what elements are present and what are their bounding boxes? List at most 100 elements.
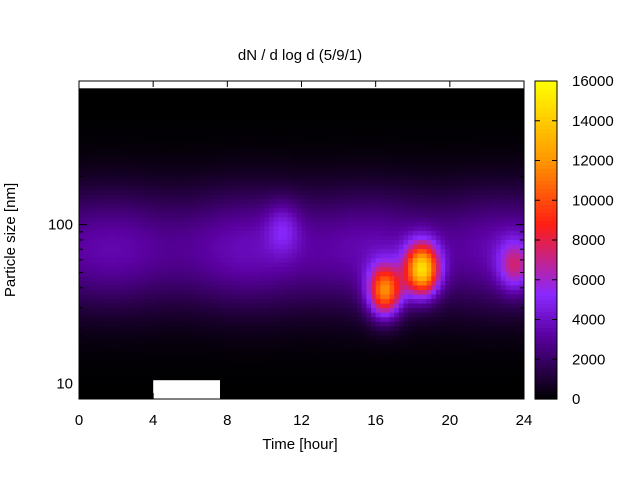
heatmap-cell xyxy=(329,212,335,218)
heatmap-cell xyxy=(343,130,349,137)
heatmap-cell xyxy=(180,362,187,368)
heatmap-cell xyxy=(134,108,140,114)
heatmap-cell xyxy=(398,358,405,364)
heatmap-cell xyxy=(194,167,201,173)
heatmap-cell xyxy=(97,112,103,118)
heatmap-cell xyxy=(180,140,187,146)
heatmap-cell xyxy=(329,258,335,264)
heatmap-cell xyxy=(88,240,94,246)
heatmap-cell xyxy=(194,226,201,232)
heatmap-cell xyxy=(134,226,140,232)
heatmap-cell xyxy=(125,162,131,168)
heatmap-cell xyxy=(185,258,191,264)
heatmap-cell xyxy=(282,289,289,296)
heatmap-cell xyxy=(157,117,164,123)
heatmap-cell xyxy=(83,176,89,182)
heatmap-cell xyxy=(185,353,191,359)
heatmap-cell xyxy=(111,339,117,346)
heatmap-cell xyxy=(120,185,126,191)
heatmap-cell xyxy=(403,249,409,255)
heatmap-cell xyxy=(116,326,122,332)
heatmap-cell xyxy=(148,376,154,382)
heatmap-cell xyxy=(255,121,261,128)
heatmap-cell xyxy=(361,339,367,346)
heatmap-cell xyxy=(218,158,224,164)
heatmap-cell xyxy=(250,349,256,355)
heatmap-cell xyxy=(116,103,122,109)
heatmap-cell xyxy=(269,194,275,200)
heatmap-cell xyxy=(380,385,386,391)
heatmap-cell xyxy=(227,208,233,214)
heatmap-cell xyxy=(176,317,182,323)
heatmap-cell xyxy=(357,158,363,164)
heatmap-cell xyxy=(241,317,247,323)
heatmap-cell xyxy=(171,103,177,109)
heatmap-cell xyxy=(352,149,358,155)
heatmap-cell xyxy=(218,185,224,191)
heatmap-cell xyxy=(273,321,279,327)
heatmap-cell xyxy=(347,380,354,386)
heatmap-cell xyxy=(301,126,307,132)
heatmap-cell xyxy=(398,299,405,305)
heatmap-cell xyxy=(106,217,113,223)
heatmap-cell xyxy=(218,171,224,177)
heatmap-cell xyxy=(176,208,182,214)
heatmap-cell xyxy=(384,112,391,118)
heatmap-cell xyxy=(259,180,266,187)
heatmap-cell xyxy=(129,212,136,218)
heatmap-cell xyxy=(329,299,335,305)
heatmap-cell xyxy=(218,180,224,187)
heatmap-cell xyxy=(153,289,159,296)
heatmap-cell xyxy=(125,353,131,359)
heatmap-cell xyxy=(185,276,191,282)
heatmap-cell xyxy=(250,140,256,146)
heatmap-cell xyxy=(389,330,395,336)
heatmap-cell xyxy=(162,158,168,164)
heatmap-cell xyxy=(384,371,391,377)
heatmap-cell xyxy=(88,94,94,100)
heatmap-cell xyxy=(139,308,145,314)
heatmap-cell xyxy=(92,121,99,128)
heatmap-cell xyxy=(398,294,405,300)
heatmap-cell xyxy=(287,94,293,100)
heatmap-cell xyxy=(231,226,238,232)
heatmap-cell xyxy=(403,349,409,355)
heatmap-cell xyxy=(208,321,215,327)
heatmap-cell xyxy=(134,235,140,241)
heatmap-cell xyxy=(79,199,85,205)
heatmap-cell xyxy=(236,140,242,146)
heatmap-cell xyxy=(180,167,187,173)
heatmap-cell xyxy=(185,321,191,327)
heatmap-cell xyxy=(287,99,293,105)
heatmap-cell xyxy=(208,135,215,141)
heatmap-cell xyxy=(185,358,191,364)
heatmap-cell xyxy=(102,376,108,382)
heatmap-cell xyxy=(333,276,340,282)
heatmap-cell xyxy=(218,144,224,150)
heatmap-cell xyxy=(301,90,307,96)
heatmap-cell xyxy=(269,171,275,177)
heatmap-cell xyxy=(380,226,386,232)
heatmap-cell xyxy=(324,112,330,118)
heatmap-cell xyxy=(259,130,266,137)
heatmap-cell xyxy=(162,140,168,146)
heatmap-cell xyxy=(171,208,177,214)
heatmap-cell xyxy=(111,103,117,109)
heatmap-cell xyxy=(310,117,317,123)
heatmap-cell xyxy=(384,285,391,291)
heatmap-cell xyxy=(185,280,191,287)
heatmap-cell xyxy=(218,376,224,382)
heatmap-cell xyxy=(343,158,349,164)
heatmap-cell xyxy=(97,389,103,396)
heatmap-cell xyxy=(97,99,103,105)
heatmap-cell xyxy=(241,162,247,168)
heatmap-cell xyxy=(282,130,289,137)
heatmap-cell xyxy=(371,180,377,187)
heatmap-cell xyxy=(384,249,391,255)
heatmap-cell xyxy=(148,121,154,128)
heatmap-cell xyxy=(315,94,321,100)
heatmap-cell xyxy=(320,358,326,364)
heatmap-cell xyxy=(134,321,140,327)
heatmap-cell xyxy=(296,376,303,382)
heatmap-cell xyxy=(315,299,321,305)
